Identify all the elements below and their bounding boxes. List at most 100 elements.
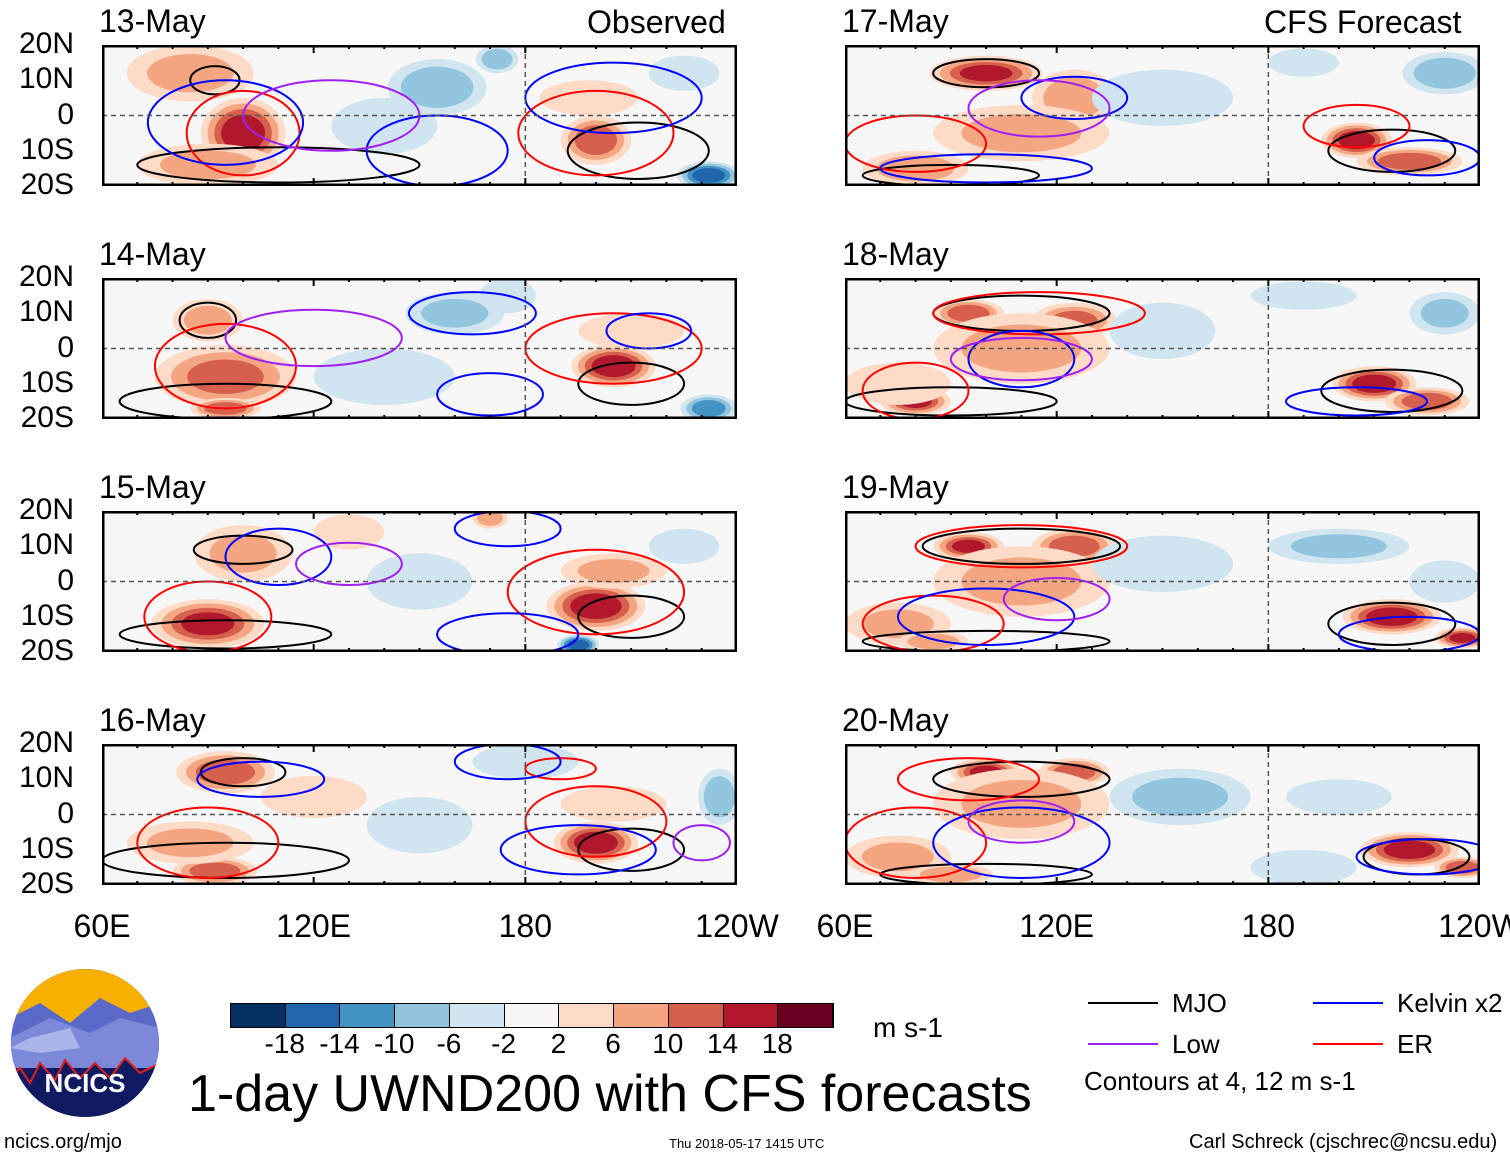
colorbar-label: 14 bbox=[706, 1028, 739, 1059]
map-panel bbox=[102, 45, 737, 186]
colorbar-label: -14 bbox=[319, 1028, 360, 1059]
colorbar-label: -6 bbox=[436, 1028, 462, 1059]
mjo-contour bbox=[932, 760, 1111, 798]
anomaly-blob bbox=[187, 359, 264, 394]
anomaly-blob bbox=[952, 539, 985, 553]
units-label: m s-1 bbox=[873, 1012, 943, 1043]
kelvin-contour bbox=[407, 291, 537, 336]
author-credit: Carl Schreck (cjschrec@ncsu.edu) bbox=[1189, 1131, 1498, 1153]
low-contour bbox=[1002, 576, 1111, 622]
legend-line bbox=[1313, 1002, 1383, 1004]
lat-tick-label: 10N bbox=[18, 62, 74, 96]
map-panel bbox=[845, 278, 1480, 419]
panel-date: 16-May bbox=[99, 702, 206, 738]
lat-tick-label: 20N bbox=[18, 493, 74, 526]
panel-date: 14-May bbox=[99, 236, 206, 272]
anomaly-blob bbox=[313, 514, 385, 550]
kelvin-contour bbox=[524, 61, 703, 135]
anomaly-blob bbox=[1413, 57, 1476, 89]
anomaly-blob bbox=[1091, 535, 1234, 593]
anomaly-blob bbox=[366, 796, 473, 854]
anomaly-blob bbox=[570, 593, 622, 620]
mjo-contour bbox=[118, 619, 333, 650]
kelvin-contour bbox=[146, 79, 305, 166]
mjo-contour bbox=[566, 121, 710, 180]
map-plot bbox=[102, 511, 737, 652]
anomaly-blob bbox=[1409, 560, 1480, 603]
anomaly-blob bbox=[481, 48, 513, 70]
anomaly-blob bbox=[183, 305, 232, 335]
colorbar-swatch bbox=[668, 1004, 724, 1027]
anomaly-blob bbox=[1250, 849, 1357, 885]
map-panel bbox=[102, 511, 737, 652]
er-contour bbox=[845, 114, 988, 173]
lon-tick-label: 180 bbox=[1241, 908, 1296, 944]
lon-tick-label: 120W bbox=[1438, 908, 1510, 944]
figure-title: 1-day UWND200 with CFS forecasts bbox=[188, 1065, 1032, 1123]
colorbar-swatch bbox=[395, 1004, 450, 1027]
anomaly-blob bbox=[189, 862, 241, 880]
kelvin-contour bbox=[453, 744, 562, 781]
legend-label: Kelvin x2 bbox=[1397, 988, 1503, 1018]
low-contour bbox=[295, 541, 403, 587]
kelvin-contour bbox=[224, 527, 333, 587]
lat-tick-label: 20S bbox=[20, 634, 74, 667]
kelvin-contour bbox=[1355, 838, 1480, 876]
forecast-label: CFS Forecast bbox=[1264, 4, 1462, 40]
map-plot bbox=[845, 511, 1480, 652]
mjo-contour bbox=[118, 382, 333, 419]
anomaly-blob bbox=[648, 528, 720, 564]
legend-line bbox=[1088, 1043, 1158, 1045]
panel-date: 20-May bbox=[842, 702, 949, 738]
lon-tick-label: 180 bbox=[498, 908, 553, 944]
site-link[interactable]: ncics.org/mjo bbox=[4, 1131, 122, 1153]
lat-tick-label: 20N bbox=[18, 726, 74, 759]
anomaly-blob bbox=[692, 168, 726, 183]
lat-tick-label: 20S bbox=[20, 401, 74, 434]
mjo-contour bbox=[861, 629, 1111, 652]
timestamp: Thu 2018-05-17 1415 UTC bbox=[669, 1136, 825, 1151]
lat-tick-label: 0 bbox=[57, 330, 74, 364]
mjo-contour bbox=[932, 58, 1041, 89]
kelvin-contour bbox=[1284, 386, 1429, 417]
anomaly-blob bbox=[477, 511, 503, 526]
low-contour bbox=[224, 308, 403, 368]
low-contour bbox=[672, 824, 731, 862]
colorbar-label: 10 bbox=[652, 1028, 684, 1059]
map-plot bbox=[845, 278, 1480, 419]
colorbar-label: 2 bbox=[550, 1028, 567, 1059]
anomaly-blob bbox=[1132, 777, 1229, 817]
lon-tick-label: 120W bbox=[695, 908, 779, 944]
map-panel bbox=[845, 45, 1480, 186]
anomaly-blob bbox=[539, 80, 639, 116]
lat-tick-label: 20N bbox=[18, 260, 74, 293]
lat-tick-label: 0 bbox=[57, 97, 74, 131]
lat-tick-label: 10S bbox=[20, 132, 74, 166]
svg-text:NCICS: NCICS bbox=[45, 1068, 126, 1098]
anomaly-blob bbox=[1377, 152, 1442, 170]
lat-tick-label: 10N bbox=[18, 528, 74, 562]
panel-date: 18-May bbox=[842, 236, 949, 272]
panel-date: 13-May bbox=[99, 3, 206, 39]
anomaly-blob bbox=[961, 113, 1082, 153]
er-contour bbox=[914, 524, 1129, 569]
anomaly-blob bbox=[1250, 281, 1357, 310]
kelvin-contour bbox=[1337, 615, 1480, 652]
lon-tick-label: 120E bbox=[276, 908, 352, 944]
mjo-contour bbox=[178, 301, 238, 339]
anomaly-blob bbox=[1109, 302, 1216, 360]
map-plot bbox=[102, 45, 737, 186]
lon-tick-label: 60E bbox=[816, 908, 874, 944]
lat-tick-label: 20N bbox=[18, 27, 74, 60]
er-contour bbox=[861, 594, 1005, 652]
low-contour bbox=[967, 79, 1111, 138]
observed-label: Observed bbox=[587, 4, 726, 40]
anomaly-blob bbox=[577, 558, 650, 583]
mjo-contour bbox=[879, 862, 1093, 885]
lat-tick-label: 10N bbox=[18, 761, 74, 795]
legend-label: Low bbox=[1172, 1029, 1220, 1059]
lat-tick-label: 20S bbox=[20, 168, 74, 201]
colorbar-swatch bbox=[614, 1004, 669, 1027]
er-contour bbox=[185, 89, 301, 177]
